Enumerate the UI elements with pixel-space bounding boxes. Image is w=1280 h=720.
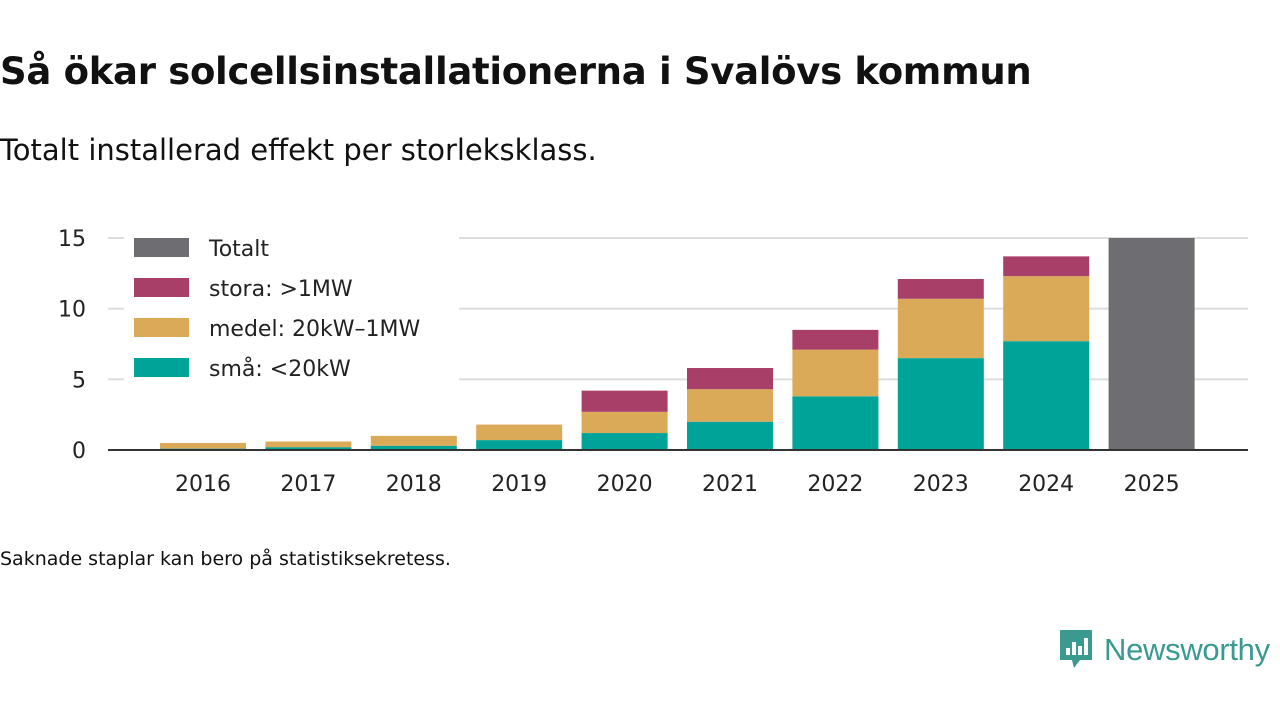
x-tick-label: 2025	[1124, 472, 1180, 497]
y-tick-label: 5	[72, 368, 86, 393]
x-tick-label: 2017	[280, 472, 336, 497]
stacked-bar-chart: 0 5 10 15 2016 2017 2018 2019 2020 2021 2022 2023 20…	[58, 226, 1248, 497]
x-tick-label: 2016	[175, 472, 231, 497]
bar-2025-totalt	[1108, 238, 1195, 450]
bar-2023-stora	[897, 278, 984, 299]
bar-2017-små	[265, 447, 352, 450]
legend-label: medel: 20kW–1MW	[209, 317, 420, 342]
bar-2016-medel	[160, 442, 246, 449]
legend-swatch	[134, 278, 189, 297]
legend-swatch	[134, 238, 189, 257]
x-tick-label: 2022	[807, 472, 863, 497]
bar-2020-medel	[581, 411, 668, 434]
bar-2024-stora	[1003, 256, 1090, 277]
footnote: Saknade staplar kan bero på statistiksek…	[0, 548, 451, 570]
y-tick-label: 10	[58, 298, 86, 323]
x-tick-label: 2023	[913, 472, 969, 497]
bar-2020-små	[581, 433, 668, 450]
bar-2018-små	[370, 445, 457, 450]
y-tick-label: 0	[72, 439, 86, 464]
legend-swatch	[134, 358, 189, 377]
x-tick-label: 2021	[702, 472, 758, 497]
bar-2021-små	[687, 421, 773, 450]
bar-2020-stora	[581, 390, 668, 412]
bar-2022-medel	[792, 349, 879, 397]
legend-swatch	[134, 318, 189, 337]
bar-2023-små	[897, 358, 984, 450]
legend-label: stora: >1MW	[209, 277, 353, 302]
bar-2022-små	[792, 396, 879, 450]
bar-2019-små	[476, 440, 563, 450]
bar-2021-medel	[687, 389, 773, 422]
brand-name: Newsworthy	[1104, 632, 1270, 667]
x-tick-label: 2018	[386, 472, 442, 497]
bar-2022-stora	[792, 329, 879, 350]
newsworthy-logo[interactable]: Newsworthy	[1058, 628, 1270, 672]
x-tick-label: 2024	[1018, 472, 1074, 497]
y-tick-label: 15	[58, 227, 86, 252]
bar-2017-medel	[265, 441, 352, 448]
bar-2023-medel	[897, 298, 984, 359]
bar-2019-medel	[476, 424, 563, 441]
bar-2018-medel	[370, 435, 457, 446]
x-tick-label: 2020	[597, 472, 653, 497]
bar-2024-medel	[1003, 276, 1090, 342]
legend-label: Totalt	[208, 237, 269, 262]
chart-title: Så ökar solcellsinstallationerna i Svalö…	[0, 50, 1032, 93]
x-tick-label: 2019	[491, 472, 547, 497]
bar-2021-stora	[687, 368, 773, 390]
bar-2024-små	[1003, 341, 1090, 450]
chart-subtitle: Totalt installerad effekt per storlekskl…	[0, 133, 597, 167]
newsworthy-logo-icon	[1060, 630, 1092, 668]
legend-label: små: <20kW	[209, 356, 351, 382]
